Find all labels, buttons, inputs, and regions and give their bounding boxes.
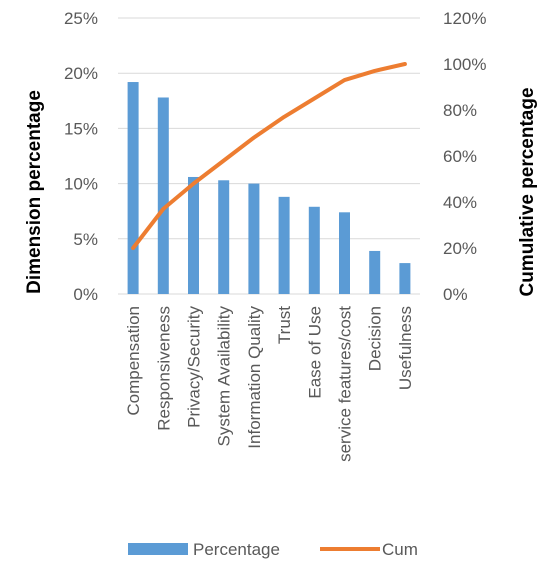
- left-axis-ticks: 0% 5% 10% 15% 20% 25%: [64, 9, 98, 304]
- left-tick-label: 20%: [64, 64, 98, 83]
- bar-series: [127, 82, 411, 294]
- bar: [278, 196, 290, 294]
- bar: [308, 206, 320, 294]
- right-tick-label: 120%: [443, 9, 486, 28]
- right-tick-label: 100%: [443, 55, 486, 74]
- category-label: Decision: [366, 306, 385, 371]
- category-label: Responsiveness: [154, 306, 173, 431]
- category-label: Ease of Use: [305, 306, 324, 399]
- bar: [188, 176, 199, 294]
- bar: [248, 183, 260, 294]
- right-tick-label: 80%: [443, 101, 477, 120]
- bar: [369, 250, 381, 294]
- legend: Percentage Cum: [128, 540, 418, 559]
- right-axis-ticks: 0% 20% 40% 60% 80% 100% 120%: [443, 9, 486, 304]
- cumulative-line: [131, 62, 407, 250]
- bar: [127, 82, 139, 294]
- right-tick-label: 20%: [443, 239, 477, 258]
- legend-label-percentage: Percentage: [193, 540, 280, 559]
- left-tick-label: 25%: [64, 9, 98, 28]
- bar: [218, 180, 230, 294]
- left-tick-label: 5%: [73, 230, 98, 249]
- category-label: Compensation: [124, 306, 143, 416]
- bar: [339, 212, 350, 294]
- left-tick-label: 15%: [64, 119, 98, 138]
- category-label: Privacy/Security: [185, 306, 204, 428]
- right-tick-label: 0%: [443, 285, 468, 304]
- category-label: Usefulness: [396, 306, 415, 390]
- bar: [399, 263, 411, 294]
- bar: [157, 97, 169, 294]
- right-axis-title: Cumulative percentage: [517, 87, 538, 296]
- right-tick-label: 40%: [443, 193, 477, 212]
- left-tick-label: 0%: [73, 285, 98, 304]
- left-tick-label: 10%: [64, 175, 98, 194]
- category-labels: Compensation Responsiveness Privacy/Securi…: [124, 306, 415, 462]
- category-label: Information Quality: [245, 306, 264, 449]
- category-label: service features/cost: [336, 306, 355, 462]
- category-label: System Availability: [215, 306, 234, 447]
- line-series: [131, 62, 407, 250]
- legend-swatch-percentage: [128, 543, 188, 555]
- left-axis-title: Dimension percentage: [24, 90, 45, 294]
- category-label: Trust: [275, 306, 294, 344]
- right-tick-label: 60%: [443, 147, 477, 166]
- legend-label-cum: Cum: [382, 540, 418, 559]
